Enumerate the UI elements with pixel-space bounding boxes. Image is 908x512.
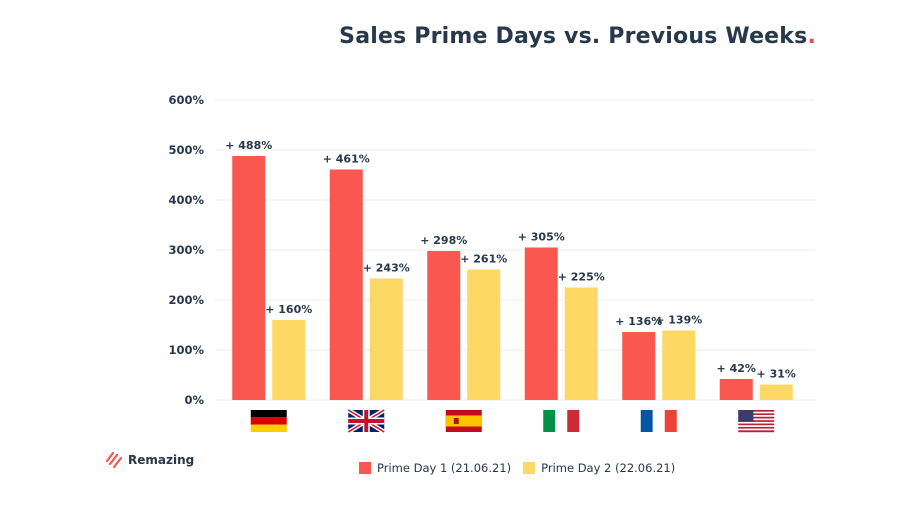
legend-label-prime-day-2: Prime Day 2 (22.06.21) — [541, 461, 676, 475]
bar-2 — [467, 269, 501, 400]
data-label: + 461% — [323, 153, 370, 166]
bar-chart: 0% 100% 200% 300% 400% 500% 600% + 488% + 160% + … — [168, 93, 815, 434]
legend-item-prime-day-1: Prime Day 1 (21.06.21) — [359, 461, 511, 475]
chart-legend: Prime Day 1 (21.06.21) Prime Day 2 (22.0… — [359, 461, 675, 475]
data-label: + 298% — [420, 234, 467, 247]
y-tick-label: 200% — [168, 293, 204, 307]
y-tick-label: 100% — [168, 343, 204, 357]
flag-de-icon — [250, 410, 287, 432]
bar-1 — [329, 169, 363, 400]
data-label: + 225% — [558, 271, 605, 284]
bar-2 — [759, 384, 793, 400]
y-tick-label: 400% — [168, 193, 204, 207]
bar-1 — [719, 379, 753, 400]
bar-1 — [622, 332, 656, 400]
flag-us-icon — [738, 410, 775, 433]
brand-logo: Remazing — [106, 452, 194, 468]
bar-2 — [662, 330, 696, 400]
legend-swatch-prime-day-1 — [359, 462, 371, 474]
data-label: + 261% — [460, 253, 507, 266]
brand-name: Remazing — [128, 453, 195, 467]
flag-uk-icon — [347, 408, 386, 434]
bar-2 — [564, 287, 598, 400]
chart-title: Sales Prime Days vs. Previous Weeks. — [339, 24, 816, 49]
y-tick-label: 0% — [184, 393, 204, 407]
chart-title-text: Sales Prime Days vs. Previous Weeks — [339, 24, 808, 49]
flag-fr-icon — [640, 410, 677, 432]
data-label: + 42% — [717, 362, 756, 375]
legend-swatch-prime-day-2 — [523, 462, 536, 474]
data-label: + 31% — [757, 368, 796, 381]
bar-1 — [427, 251, 461, 400]
legend-label-prime-day-1: Prime Day 1 (21.06.21) — [377, 461, 512, 475]
y-tick-label: 500% — [168, 143, 204, 157]
data-label: + 160% — [265, 303, 312, 316]
bar-2 — [272, 320, 306, 400]
bar-1 — [524, 247, 558, 400]
remazing-stripes-icon — [106, 452, 122, 468]
data-label: + 136% — [615, 315, 662, 328]
bar-2 — [369, 278, 403, 400]
legend-item-prime-day-2: Prime Day 2 (22.06.21) — [523, 461, 675, 475]
flag-it-icon — [543, 410, 580, 432]
title-dot: . — [807, 24, 816, 49]
data-label: + 305% — [518, 231, 565, 244]
y-tick-label: 600% — [168, 93, 204, 107]
data-label: + 139% — [655, 314, 702, 327]
y-tick-label: 300% — [168, 243, 204, 257]
data-label: + 243% — [363, 262, 410, 275]
flag-es-icon — [445, 410, 482, 432]
bar-1 — [232, 156, 266, 400]
data-label: + 488% — [225, 139, 272, 152]
